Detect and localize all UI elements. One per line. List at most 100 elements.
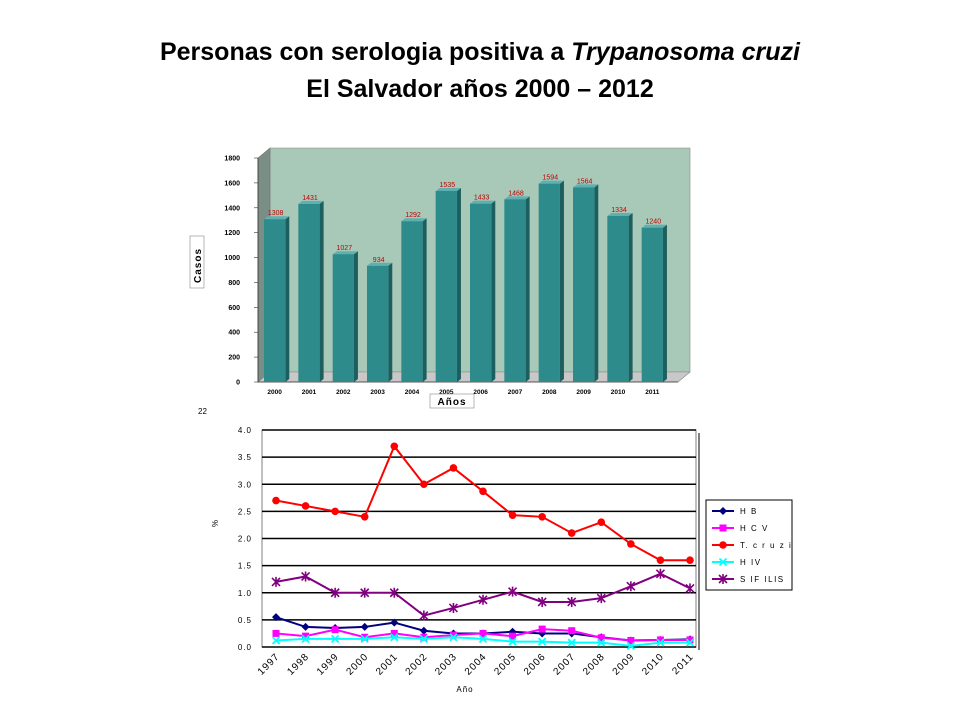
x-tick-label: 2007 (508, 389, 523, 396)
bar-side (285, 216, 290, 382)
data-point (478, 634, 488, 643)
y-axis-label: Casos (193, 248, 204, 283)
data-point (508, 637, 517, 646)
x-tick-label: 2005 (439, 389, 454, 396)
data-label: 1535 (440, 182, 456, 189)
y-tick-label: 200 (228, 355, 240, 362)
y-tick-label: 600 (228, 305, 240, 312)
x-tick-label: 1999 (315, 651, 341, 677)
data-point (301, 571, 311, 582)
y-tick-label: 1.5 (238, 562, 252, 571)
y-tick-label: 1400 (224, 205, 240, 212)
x-tick-label: 2008 (581, 651, 607, 677)
y-tick-label: 3.0 (238, 480, 252, 489)
series-2 (272, 442, 694, 564)
data-point (685, 583, 695, 594)
y-tick-label: 1600 (224, 180, 240, 187)
y-tick-label: 800 (228, 280, 240, 287)
x-tick-label: 2005 (492, 651, 518, 677)
data-point (626, 641, 635, 651)
x-tick-label: 2008 (542, 389, 557, 396)
y-tick-label: 1.0 (238, 589, 252, 598)
bar (435, 190, 457, 382)
bar-top (332, 251, 358, 255)
bar (367, 265, 389, 382)
y-tick-label: 4.0 (238, 426, 252, 435)
bar (470, 203, 492, 382)
data-label: 1433 (474, 195, 490, 202)
x-tick-label: 2006 (473, 389, 488, 396)
x-tick-label: 2004 (405, 389, 420, 396)
data-point (478, 594, 488, 605)
data-point (331, 634, 340, 643)
bar (401, 221, 423, 382)
data-point (597, 634, 605, 642)
data-label: 934 (373, 257, 385, 264)
series-4 (271, 568, 695, 621)
x-tick-label: 1997 (256, 651, 282, 677)
data-point (686, 556, 694, 564)
bar-top (401, 218, 427, 222)
x-tick-label: 2011 (645, 389, 659, 396)
data-point (479, 487, 487, 496)
legend-label: S IF ILIS (740, 575, 785, 584)
y-tick-label: 1800 (224, 156, 240, 163)
data-point (626, 581, 636, 592)
x-tick-label: 1998 (285, 651, 311, 677)
bar-side (525, 196, 530, 382)
data-point (508, 586, 518, 597)
data-label: 1564 (577, 178, 593, 185)
data-point (719, 524, 727, 532)
data-point (448, 602, 458, 613)
x-tick-label: 2004 (463, 651, 489, 677)
chart-title-line2: El Salvador años 2000 – 2012 (306, 75, 654, 103)
data-point (420, 480, 428, 489)
bar (504, 199, 526, 382)
bar-side (456, 187, 461, 382)
bar-side (353, 251, 358, 382)
data-point (656, 636, 664, 644)
data-point (509, 632, 517, 640)
data-point (449, 464, 458, 472)
data-point (390, 442, 399, 451)
title-prefix: Personas con serologia positiva a (159, 38, 572, 66)
data-label: 1468 (508, 190, 524, 197)
bar-side (319, 200, 324, 382)
x-axis-label-box (429, 393, 475, 409)
data-point (718, 574, 728, 584)
data-point (655, 568, 665, 579)
data-point (656, 638, 665, 647)
data-point (301, 634, 310, 643)
data-point (301, 502, 310, 510)
data-point (331, 626, 339, 634)
bar-side (422, 218, 427, 382)
chart-title-line1: Personas con serologia positiva a Trypan… (0, 37, 960, 67)
data-point (538, 625, 546, 633)
legend-label: H IV (740, 558, 762, 567)
legend-label: H B (740, 507, 758, 516)
data-point (449, 631, 457, 639)
series-1 (272, 625, 694, 644)
data-point (302, 632, 310, 640)
x-tick-label: 2011 (670, 651, 696, 677)
data-label: 1334 (611, 207, 627, 214)
data-label: 1240 (646, 219, 662, 226)
bar-top (607, 212, 633, 216)
data-point (360, 513, 369, 521)
bar (538, 183, 560, 382)
bar-side (594, 184, 599, 382)
data-point (568, 627, 576, 635)
data-point (390, 618, 399, 627)
bar-side (559, 180, 564, 382)
legend-label: H C V (740, 524, 769, 533)
data-point (597, 638, 606, 647)
data-point (272, 613, 280, 622)
x-tick-label: 2009 (611, 651, 637, 677)
data-point (596, 593, 606, 604)
y-tick-label: 0 (236, 380, 240, 387)
bar-top (264, 216, 290, 220)
y-tick-label: 2.5 (238, 507, 252, 516)
bar-side (491, 200, 496, 382)
